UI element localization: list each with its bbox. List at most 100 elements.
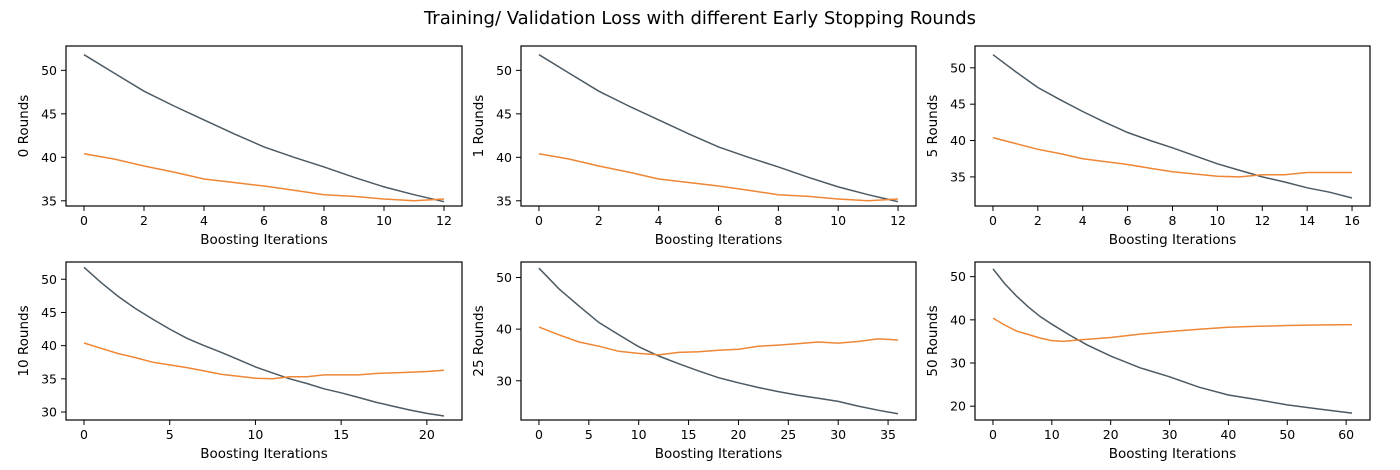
subplot-1: 0 2 4 6 8 10 12 35 40 45 50 Boosting Iterations 0 Ro… [16,45,463,248]
x-tick-label: 20 [419,427,435,442]
x-tick-label: 2 [595,213,603,228]
training-loss-line [992,268,1353,414]
x-tick-label: 4 [655,213,663,228]
y-axis-label: 25 Rounds [471,305,487,376]
x-axis-label: Boosting Iterations [655,446,783,462]
validation-loss-line [83,342,445,380]
training-loss-line [538,54,899,203]
y-tick-label: 50 [41,272,57,287]
y-axis-label: 10 Rounds [16,305,32,376]
y-tick-label: 50 [496,63,512,78]
y-tick-label: 35 [496,193,512,208]
validation-loss-line [992,136,1352,178]
x-tick-label: 60 [1338,427,1354,442]
x-tick-label: 6 [715,213,723,228]
y-tick-label: 40 [41,338,57,353]
y-tick-label: 30 [950,356,966,371]
y-tick-label: 50 [41,63,57,78]
y-tick-label: 35 [950,169,966,184]
validation-loss-line [83,153,445,202]
plot-frame [65,45,463,207]
subplot-2: 0 2 4 6 8 10 12 35 40 45 50 Boosting Iterations 1 Ro… [471,45,917,248]
x-axis-label: Boosting Iterations [655,232,783,248]
y-tick-label: 20 [950,399,966,414]
training-loss-line [83,266,445,417]
y-tick-label: 35 [41,193,57,208]
x-axis-label: Boosting Iterations [1109,446,1237,462]
subplot-5: 0 5 10 15 20 25 30 35 30 40 50 Boosting Iterations 2… [471,261,917,462]
x-tick-label: 5 [166,427,174,442]
plot-frame [974,45,1371,207]
y-tick-label: 45 [41,305,57,320]
x-tick-label: 14 [1299,213,1315,228]
x-tick-label: 10 [376,213,392,228]
y-tick-label: 30 [41,405,57,420]
y-tick-label: 40 [950,312,966,327]
y-tick-label: 45 [950,97,966,112]
x-tick-label: 0 [80,213,88,228]
figure-title: Training/ Validation Loss with different… [423,8,976,29]
x-tick-label: 10 [631,427,647,442]
subplot-4: 0 5 10 15 20 30 35 40 45 50 Boosting Iterations 10 … [16,261,463,462]
x-tick-label: 0 [535,213,543,228]
x-tick-label: 10 [1209,213,1225,228]
x-tick-label: 50 [1279,427,1295,442]
x-tick-label: 20 [730,427,746,442]
x-tick-label: 6 [260,213,268,228]
training-loss-line [992,54,1353,199]
x-tick-label: 35 [880,427,896,442]
x-tick-label: 8 [320,213,328,228]
validation-loss-line [992,317,1353,343]
x-tick-label: 0 [989,213,997,228]
plot-frame [974,261,1371,421]
y-tick-label: 45 [41,106,57,121]
x-tick-label: 12 [890,213,906,228]
x-tick-label: 15 [333,427,349,442]
x-tick-label: 4 [200,213,208,228]
subplot-6: 0 10 20 30 40 50 60 20 30 40 50 Boosting Iterations… [925,261,1371,462]
x-tick-label: 8 [1169,213,1177,228]
x-tick-label: 5 [585,427,593,442]
x-tick-label: 30 [830,427,846,442]
x-tick-label: 10 [1044,427,1060,442]
y-tick-label: 35 [41,371,57,386]
x-tick-label: 2 [1034,213,1042,228]
validation-loss-line [538,326,899,356]
y-tick-label: 30 [496,373,512,388]
y-tick-label: 40 [496,150,512,165]
x-tick-label: 0 [989,427,997,442]
y-axis-label: 50 Rounds [925,305,941,376]
x-tick-label: 0 [80,427,88,442]
x-tick-label: 10 [830,213,846,228]
x-tick-label: 40 [1220,427,1236,442]
y-tick-label: 50 [950,269,966,284]
x-tick-label: 30 [1162,427,1178,442]
plot-frame [520,45,917,207]
x-axis-label: Boosting Iterations [200,232,328,248]
y-tick-label: 40 [496,322,512,337]
x-axis-label: Boosting Iterations [200,446,328,462]
y-tick-label: 40 [41,150,57,165]
y-axis-label: 5 Rounds [925,95,941,158]
x-tick-label: 12 [1254,213,1270,228]
x-tick-label: 20 [1103,427,1119,442]
x-tick-label: 25 [780,427,796,442]
training-loss-line [538,267,899,415]
y-tick-label: 45 [496,106,512,121]
x-tick-label: 0 [535,427,543,442]
x-tick-label: 8 [774,213,782,228]
y-tick-label: 50 [496,270,512,285]
plot-frame [520,261,917,421]
y-tick-label: 50 [950,60,966,75]
plot-frame [65,261,463,421]
x-tick-label: 12 [436,213,452,228]
validation-loss-line [538,153,899,202]
x-tick-label: 2 [140,213,148,228]
y-axis-label: 0 Rounds [16,95,32,158]
x-tick-label: 10 [247,427,263,442]
training-loss-line [83,54,445,203]
y-axis-label: 1 Rounds [471,95,487,158]
x-tick-label: 15 [681,427,697,442]
